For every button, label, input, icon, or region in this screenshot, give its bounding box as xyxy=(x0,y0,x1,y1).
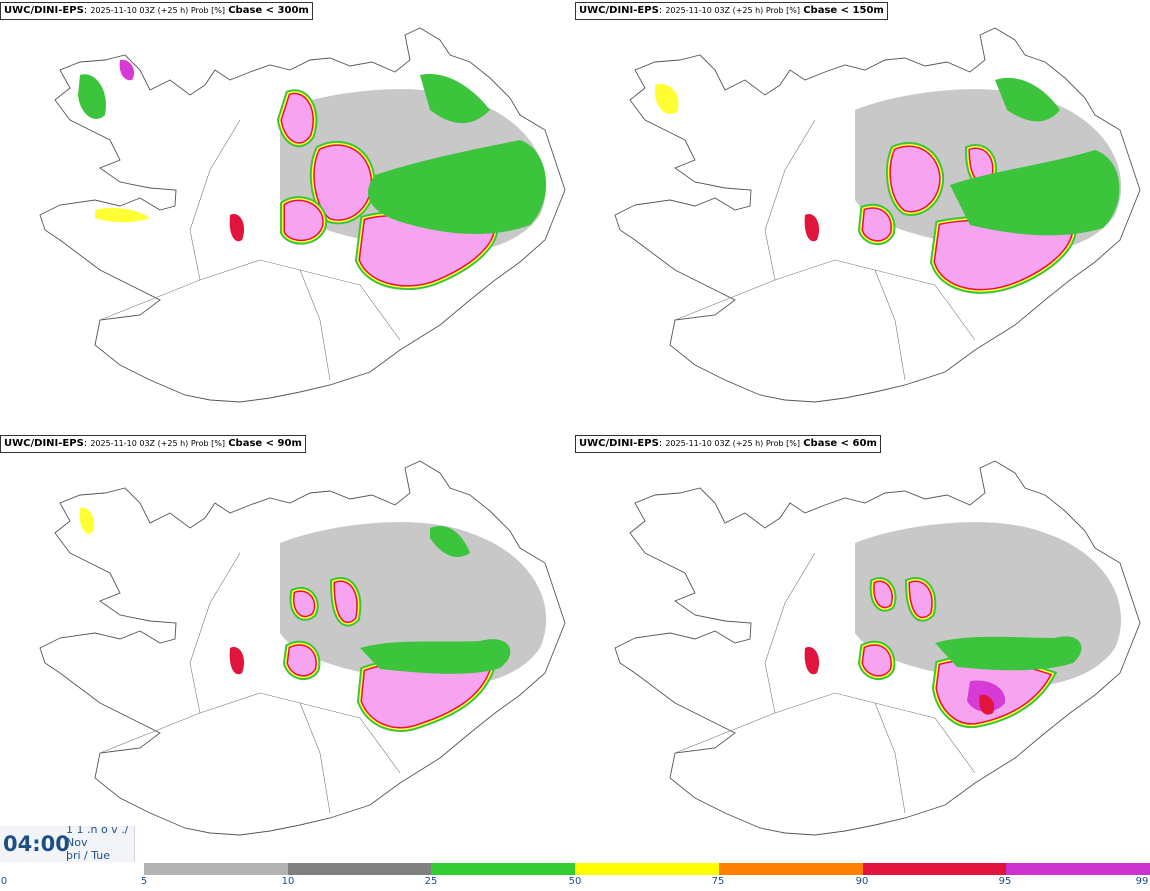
legend-swatch xyxy=(431,863,576,875)
probability-area-pink xyxy=(282,94,313,143)
probability-area-red xyxy=(229,647,245,675)
panel-title: UWC/DINI-EPS: 2025-11-10 03Z (+25 h) Pro… xyxy=(0,2,313,20)
panel-title: UWC/DINI-EPS: 2025-11-10 03Z (+25 h) Pro… xyxy=(575,2,888,20)
map-panel-150m: UWC/DINI-EPS: 2025-11-10 03Z (+25 h) Pro… xyxy=(575,0,1150,435)
tick-label: 95 xyxy=(998,876,1012,887)
region-boundary xyxy=(99,299,151,321)
probability-area-pink xyxy=(294,591,314,616)
region-boundary xyxy=(299,269,331,381)
region-boundary xyxy=(359,717,401,774)
legend-swatch xyxy=(862,863,1007,875)
probability-area-pink xyxy=(863,645,891,676)
tick-label: 99 xyxy=(1135,876,1149,887)
region-boundary xyxy=(874,702,906,814)
valid-date-line-3: þri / Tue xyxy=(66,849,111,862)
probability-area-green xyxy=(420,74,490,124)
region-boundary xyxy=(189,119,241,281)
legend-swatch xyxy=(144,863,288,875)
probability-area-green xyxy=(430,525,470,558)
tick-label: 90 xyxy=(855,876,869,887)
region-boundary xyxy=(874,269,906,381)
iceland-probability-map xyxy=(614,460,1141,836)
map-panel-60m: UWC/DINI-EPS: 2025-11-10 03Z (+25 h) Pro… xyxy=(575,433,1150,868)
region-boundary xyxy=(934,284,976,341)
region-boundary xyxy=(724,692,876,734)
tick-label: 0 xyxy=(0,876,8,887)
region-boundary xyxy=(764,552,816,714)
tick-label: 10 xyxy=(281,876,295,887)
region-boundary xyxy=(189,552,241,714)
colorbar-ticks: 0 5 10 25 50 75 90 95 99 xyxy=(0,876,1150,890)
region-boundary xyxy=(874,702,936,719)
region-boundary xyxy=(299,702,331,814)
probability-area-yellow xyxy=(95,207,150,223)
tick-label: 75 xyxy=(711,876,725,887)
iceland-coastline xyxy=(39,27,566,403)
iceland-coastline xyxy=(614,27,1141,403)
map-panel-300m: UWC/DINI-EPS: 2025-11-10 03Z (+25 h) Pro… xyxy=(0,0,575,435)
iceland-probability-map xyxy=(39,460,566,836)
probability-area-pink xyxy=(874,582,892,607)
region-boundary xyxy=(149,692,301,734)
region-boundary xyxy=(674,732,726,754)
region-boundary xyxy=(299,269,361,286)
probability-colorbar xyxy=(144,863,1150,875)
region-boundary xyxy=(299,702,361,719)
probability-area-green xyxy=(950,150,1120,236)
region-boundary xyxy=(934,717,976,774)
probability-area-green xyxy=(78,74,106,119)
probability-area-red xyxy=(979,694,995,715)
valid-date-line-2: Nov xyxy=(66,836,88,849)
region-boundary xyxy=(724,259,876,301)
probability-area-pink xyxy=(285,201,323,240)
panel-title: UWC/DINI-EPS: 2025-11-10 03Z (+25 h) Pro… xyxy=(575,435,881,453)
probability-area-red xyxy=(804,214,820,242)
probability-area-pink xyxy=(314,145,371,220)
valid-time-box: 04:00 1 1 .n ó v ./ Nov þri / Tue xyxy=(0,826,135,862)
valid-time: 04:00 xyxy=(3,832,70,856)
legend-swatch xyxy=(718,863,863,875)
probability-area-yellow xyxy=(655,84,679,115)
region-boundary xyxy=(99,732,151,754)
probability-area-pink xyxy=(863,208,891,241)
probability-area-magenta xyxy=(119,59,135,81)
panel-title: UWC/DINI-EPS: 2025-11-10 03Z (+25 h) Pro… xyxy=(0,435,306,453)
probability-area-green xyxy=(935,636,1082,671)
region-boundary xyxy=(359,284,401,341)
legend-swatch xyxy=(575,863,719,875)
iceland-coastline xyxy=(614,460,1141,836)
probability-area-pink xyxy=(970,149,993,183)
probability-area-red xyxy=(229,214,245,242)
region-boundary xyxy=(874,269,936,286)
tick-label: 50 xyxy=(568,876,582,887)
iceland-probability-map xyxy=(614,27,1141,403)
region-boundary xyxy=(149,259,301,301)
legend-swatch xyxy=(1006,863,1150,875)
probability-area-pink xyxy=(288,645,316,676)
region-boundary xyxy=(674,299,726,321)
probability-area-red xyxy=(804,647,820,675)
probability-area-green xyxy=(367,140,547,235)
map-panel-90m: UWC/DINI-EPS: 2025-11-10 03Z (+25 h) Pro… xyxy=(0,433,575,868)
tick-label: 25 xyxy=(424,876,438,887)
probability-area-pink xyxy=(910,582,932,617)
legend-swatch xyxy=(287,863,432,875)
probability-area-pink xyxy=(335,582,357,622)
probability-area-yellow xyxy=(79,507,95,534)
probability-area-green xyxy=(995,77,1060,122)
probability-area-green xyxy=(360,639,511,674)
tick-label: 5 xyxy=(140,876,148,887)
probability-area-pink xyxy=(362,662,490,727)
iceland-probability-map xyxy=(39,27,566,403)
probability-area-pink xyxy=(890,147,940,211)
iceland-coastline xyxy=(39,460,566,836)
valid-date-line-1: 1 1 .n ó v ./ xyxy=(66,826,129,836)
probability-area-pink xyxy=(935,220,1072,289)
region-boundary xyxy=(764,119,816,281)
valid-date: 1 1 .n ó v ./ Nov þri / Tue xyxy=(66,826,128,862)
